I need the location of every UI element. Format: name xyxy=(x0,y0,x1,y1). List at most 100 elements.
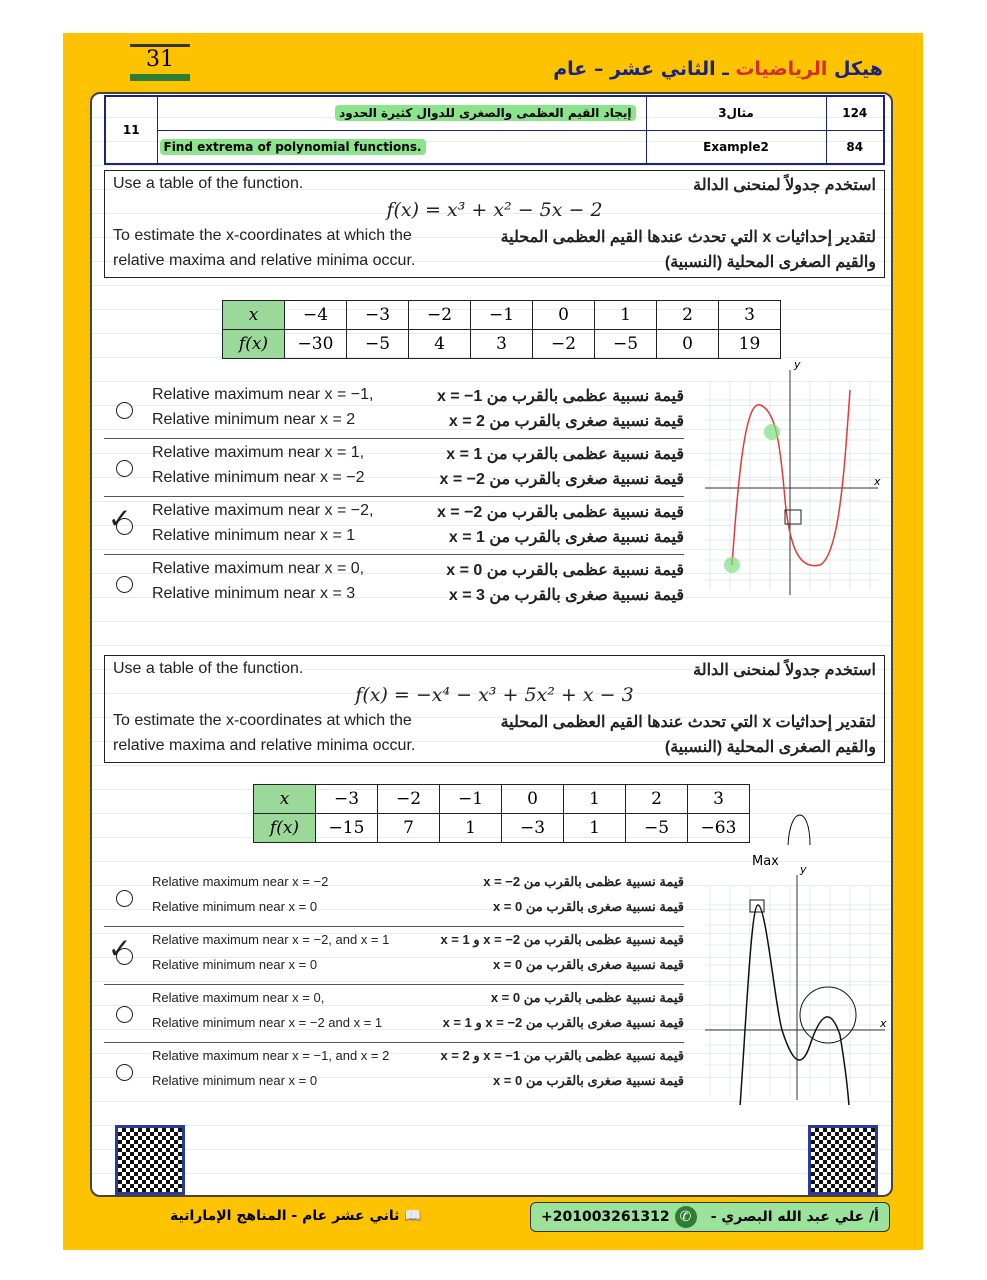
title-rest: ـ الثاني عشر – عام xyxy=(553,58,729,80)
answer-option[interactable]: Relative maximum near x = 0, Relative mi… xyxy=(104,990,684,1040)
q1-x-axis-label: x xyxy=(873,475,881,488)
table-row-f: f(x) −30 −5 4 3 −2 −5 0 19 xyxy=(222,329,781,359)
phone-text: +201003261312 xyxy=(541,1209,670,1225)
table-row-f: f(x) −15 7 1 −3 1 −5 −63 xyxy=(253,813,750,843)
q2-ar-line2: لتقدير إحداثيات x التي تحدث عندها القيم … xyxy=(500,714,876,731)
option-ar-min: قيمة نسبية صغرى بالقرب من x = −2 و x = 1 xyxy=(442,1015,684,1030)
table-cell: −1 xyxy=(470,300,533,330)
option-en-max: Relative maximum near x = 0, xyxy=(152,560,365,577)
table-cell: −3 xyxy=(346,300,409,330)
option-en-min: Relative minimum near x = −2 xyxy=(152,469,365,486)
table-cell: 4 xyxy=(408,329,471,359)
option-ar-max: قيمة نسبية عظمى بالقرب من x = 0 xyxy=(490,990,684,1005)
option-ar-min: قيمة نسبية صغرى بالقرب من x = 0 xyxy=(492,957,684,972)
check-mark-icon: ✓ xyxy=(108,503,132,534)
option-en-min: Relative minimum near x = 3 xyxy=(152,585,356,602)
q1-ar-line1: استخدم جدولاً لمنحنى الدالة xyxy=(693,177,876,194)
q2-circle-mark xyxy=(799,986,857,1044)
table-cell: 3 xyxy=(718,300,781,330)
lesson-info-table: 11 إيجاد القيم العظمى والصغرى للدوال كثي… xyxy=(104,95,885,165)
q2-ar-line1: استخدم جدولاً لمنحنى الدالة xyxy=(693,662,876,679)
option-divider xyxy=(104,554,684,555)
answer-option[interactable]: Relative maximum near x = 0, Relative mi… xyxy=(104,560,684,610)
answer-option[interactable]: Relative maximum near x = −2, Relative m… xyxy=(104,502,684,552)
q1-curve-sketch xyxy=(731,389,851,567)
table-cell: −4 xyxy=(284,300,347,330)
option-radio[interactable] xyxy=(116,1006,133,1023)
answer-option[interactable]: Relative maximum near x = −2, and x = 1 … xyxy=(104,932,684,982)
q2-value-table: x −3 −2 −1 0 1 2 3 f(x) −15 7 1 −3 1 −5 −63 xyxy=(253,784,750,843)
check-mark-icon: ✓ xyxy=(108,933,132,964)
option-radio[interactable] xyxy=(116,890,133,907)
option-ar-max: قيمة نسبية عظمى بالقرب من x = 0 xyxy=(446,562,684,579)
arabic-lesson-title: إيجاد القيم العظمى والصغرى للدوال كثيرة … xyxy=(335,105,636,122)
option-en-max: Relative maximum near x = −2, and x = 1 xyxy=(152,932,390,947)
arabic-page: 124 xyxy=(825,95,885,131)
table-cell: 19 xyxy=(718,329,781,359)
english-page: 84 xyxy=(825,129,885,165)
q2-x-axis-label: x xyxy=(879,1017,887,1030)
table-cell: −2 xyxy=(377,784,440,814)
table-cell: −5 xyxy=(625,813,688,843)
answer-option[interactable]: Relative maximum near x = 1, Relative mi… xyxy=(104,444,684,494)
option-radio[interactable] xyxy=(116,576,133,593)
option-radio[interactable] xyxy=(116,948,133,965)
option-ar-min: قيمة نسبية صغرى بالقرب من x = 3 xyxy=(448,587,684,604)
table-cell: 0 xyxy=(501,784,564,814)
q1-y-axis-label: y xyxy=(793,360,801,371)
q2-max-annotation: Max xyxy=(752,854,779,869)
title-subject: الرياضيات xyxy=(735,58,828,80)
option-en-min: Relative minimum near x = 0 xyxy=(152,899,318,914)
option-divider xyxy=(104,496,684,497)
option-ar-max: قيمة نسبية عظمى بالقرب من x = −1 xyxy=(436,388,684,405)
table-cell: 1 xyxy=(594,300,657,330)
whatsapp-icon: ✆ xyxy=(674,1206,697,1228)
answer-option[interactable]: Relative maximum near x = −1, and x = 2 … xyxy=(104,1048,684,1098)
q1-function: f(x) = x³ + x² − 5x − 2 xyxy=(386,199,603,221)
table-cell: 3 xyxy=(470,329,533,359)
answer-option[interactable]: Relative maximum near x = −1, Relative m… xyxy=(104,386,684,436)
table-cell: 0 xyxy=(532,300,595,330)
option-divider xyxy=(104,438,684,439)
q2-box-mark xyxy=(749,899,765,913)
option-radio[interactable] xyxy=(116,1064,133,1081)
option-ar-min: قيمة نسبية صغرى بالقرب من x = 2 xyxy=(448,413,684,430)
q1-en-line2: To estimate the x-coordinates at which t… xyxy=(113,227,412,244)
option-en-max: Relative maximum near x = −2, xyxy=(152,502,374,519)
table-cell: 1 xyxy=(563,784,626,814)
q2-y-axis-label: y xyxy=(799,863,807,876)
table-cell: −5 xyxy=(594,329,657,359)
book-icon: 📖 xyxy=(404,1208,422,1224)
option-en-min: Relative minimum near x = −2 and x = 1 xyxy=(152,1015,383,1030)
whatsapp-qr-code[interactable] xyxy=(808,1125,878,1195)
q2-en-line1: Use a table of the function. xyxy=(113,660,304,677)
table-row-x: x −4 −3 −2 −1 0 1 2 3 xyxy=(222,300,781,330)
q1-sketch-graph: x y xyxy=(705,360,881,595)
option-radio[interactable] xyxy=(116,402,133,419)
row-header: f(x) xyxy=(253,813,316,843)
option-divider xyxy=(104,926,684,927)
q1-en-line3: relative maxima and relative minima occu… xyxy=(113,252,416,269)
option-en-max: Relative maximum near x = 0, xyxy=(152,990,325,1005)
table-cell: −3 xyxy=(501,813,564,843)
row-header: x xyxy=(222,300,285,330)
telegram-qr-code[interactable] xyxy=(115,1125,185,1195)
page-number: 31 xyxy=(130,44,190,72)
row-header: f(x) xyxy=(222,329,285,359)
q1-en-line1: Use a table of the function. xyxy=(113,175,304,192)
q2-axes xyxy=(705,875,885,1100)
phone-number[interactable]: +201003261312 ✆ xyxy=(541,1206,697,1228)
table-cell: 1 xyxy=(439,813,502,843)
english-example: Example2 xyxy=(645,129,827,165)
q1-min-highlight xyxy=(724,557,740,573)
page-title: هيكل الرياضيات ـ الثاني عشر – عام xyxy=(553,58,883,80)
option-en-max: Relative maximum near x = −1, xyxy=(152,386,374,403)
option-ar-max: قيمة نسبية عظمى بالقرب من x = 1 xyxy=(446,446,684,463)
table-cell: −1 xyxy=(439,784,502,814)
answer-option[interactable]: Relative maximum near x = −2 Relative mi… xyxy=(104,874,684,924)
table-cell: −2 xyxy=(408,300,471,330)
option-radio[interactable] xyxy=(116,460,133,477)
option-radio[interactable] xyxy=(116,518,133,535)
q1-axes xyxy=(705,370,878,595)
question-2-prompt: Use a table of the function. استخدم جدول… xyxy=(104,655,885,763)
